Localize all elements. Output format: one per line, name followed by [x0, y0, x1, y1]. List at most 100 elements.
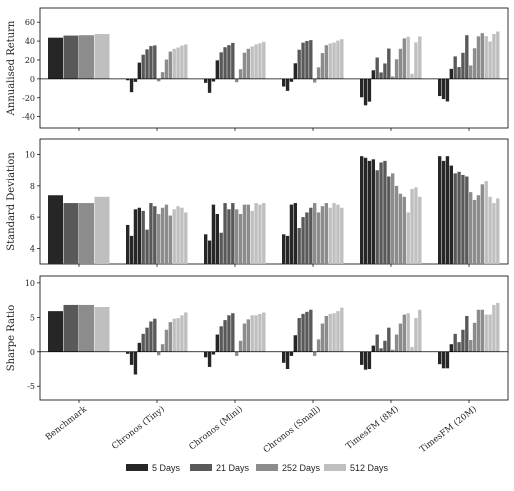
panel-standard-deviation: 4 6 8 10 Standard Deviation	[6, 138, 509, 267]
bar-5-days	[438, 156, 442, 264]
bar-252-days	[469, 340, 473, 352]
bar-252-days	[391, 173, 395, 264]
bar-512-days	[418, 36, 422, 79]
bar-21-days	[223, 203, 227, 264]
bar-21-days	[375, 334, 379, 352]
bar-5-days	[282, 351, 286, 363]
bar-5-days	[445, 78, 450, 102]
bar-512-days	[496, 198, 500, 264]
bar-512-days	[496, 31, 500, 79]
x-category-label: Benchmark	[44, 404, 90, 443]
bar-group-chronos-small	[282, 39, 344, 91]
y-tick-label: 60	[25, 18, 35, 27]
bar-252-days	[160, 72, 165, 79]
y-axis-label: Sharpe Ratio	[6, 305, 17, 372]
bar-21-days	[375, 170, 379, 264]
bar-512-days	[184, 212, 188, 264]
bar-252-days	[324, 315, 328, 352]
bar-252-days	[394, 334, 399, 352]
bar-512-days	[492, 33, 496, 79]
bar-5-days	[126, 224, 130, 264]
bar-21-days	[301, 42, 305, 79]
bar-252-days	[480, 309, 484, 352]
bar-252-days	[402, 196, 406, 264]
bar-512-days	[180, 45, 184, 79]
bar-5-days	[126, 78, 130, 81]
bar-21-days	[153, 45, 157, 79]
bar-512-days	[328, 313, 332, 352]
bar-512-days	[340, 39, 344, 79]
bar-252-days	[235, 209, 239, 264]
bar-512-days	[328, 207, 332, 264]
bar-252-days	[476, 195, 481, 264]
bar-21-days	[63, 35, 79, 79]
bar-512-days	[406, 313, 410, 352]
bar-5-days	[285, 235, 290, 264]
bar-252-days	[164, 329, 169, 352]
bar-group-timesfm-8m	[360, 36, 422, 106]
bar-5-days	[367, 78, 372, 102]
bar-21-days	[383, 63, 387, 79]
bar-5-days	[445, 156, 450, 264]
bar-5-days	[133, 78, 138, 82]
bar-252-days	[402, 38, 406, 79]
bar-5-days	[371, 345, 375, 352]
bar-21-days	[301, 217, 305, 264]
bar-512-days	[94, 196, 110, 264]
bar-21-days	[309, 207, 313, 264]
bar-512-days	[332, 203, 336, 264]
bar-252-days	[235, 78, 239, 83]
bar-21-days	[305, 40, 309, 79]
bar-252-days	[391, 349, 395, 352]
bar-252-days	[391, 76, 395, 79]
bar-5-days	[48, 311, 63, 352]
bar-512-days	[488, 314, 492, 352]
bar-21-days	[375, 57, 379, 79]
bar-252-days	[242, 204, 247, 264]
bar-252-days	[313, 203, 317, 264]
bar-5-days	[285, 78, 290, 91]
bar-252-days	[472, 199, 477, 264]
bar-21-days	[453, 173, 457, 264]
bar-252-days	[398, 323, 403, 352]
bar-5-days	[441, 351, 446, 369]
bar-252-days	[246, 48, 250, 79]
bar-group-chronos-tiny	[126, 203, 188, 264]
bar-21-days	[461, 329, 465, 352]
bar-group-benchmark	[48, 304, 110, 352]
bar-21-days	[305, 311, 309, 352]
bar-5-days	[449, 344, 453, 352]
bar-21-days	[379, 162, 383, 264]
bar-5-days	[48, 195, 63, 264]
y-axis-label: Annualised Return	[6, 20, 17, 116]
bar-5-days	[211, 204, 216, 264]
bar-21-days	[227, 315, 231, 352]
bar-21-days	[149, 203, 153, 264]
bar-group-chronos-small	[282, 203, 344, 264]
y-tick-label: -40	[22, 113, 35, 122]
bar-252-days	[246, 204, 250, 264]
bar-5-days	[215, 60, 219, 79]
legend: 5 Days 21 Days 252 Days 512 Days	[126, 463, 389, 473]
bar-21-days	[141, 54, 145, 79]
bar-512-days	[328, 43, 332, 79]
bar-21-days	[461, 52, 465, 79]
bar-252-days	[469, 192, 473, 264]
bar-5-days	[438, 78, 442, 97]
legend-swatch-512-days	[324, 464, 346, 471]
bar-512-days	[172, 209, 176, 264]
bar-21-days	[231, 203, 235, 264]
bar-252-days	[157, 351, 161, 356]
bar-21-days	[297, 228, 301, 264]
bar-5-days	[289, 351, 294, 356]
bar-512-days	[184, 44, 188, 79]
bar-21-days	[219, 326, 223, 352]
legend-label-252-days: 252 Days	[282, 463, 321, 473]
bar-5-days	[367, 160, 372, 264]
bar-5-days	[215, 334, 219, 352]
bar-21-days	[297, 49, 301, 79]
bar-5-days	[285, 351, 290, 369]
legend-swatch-5-days	[126, 464, 148, 471]
bar-252-days	[316, 339, 321, 352]
